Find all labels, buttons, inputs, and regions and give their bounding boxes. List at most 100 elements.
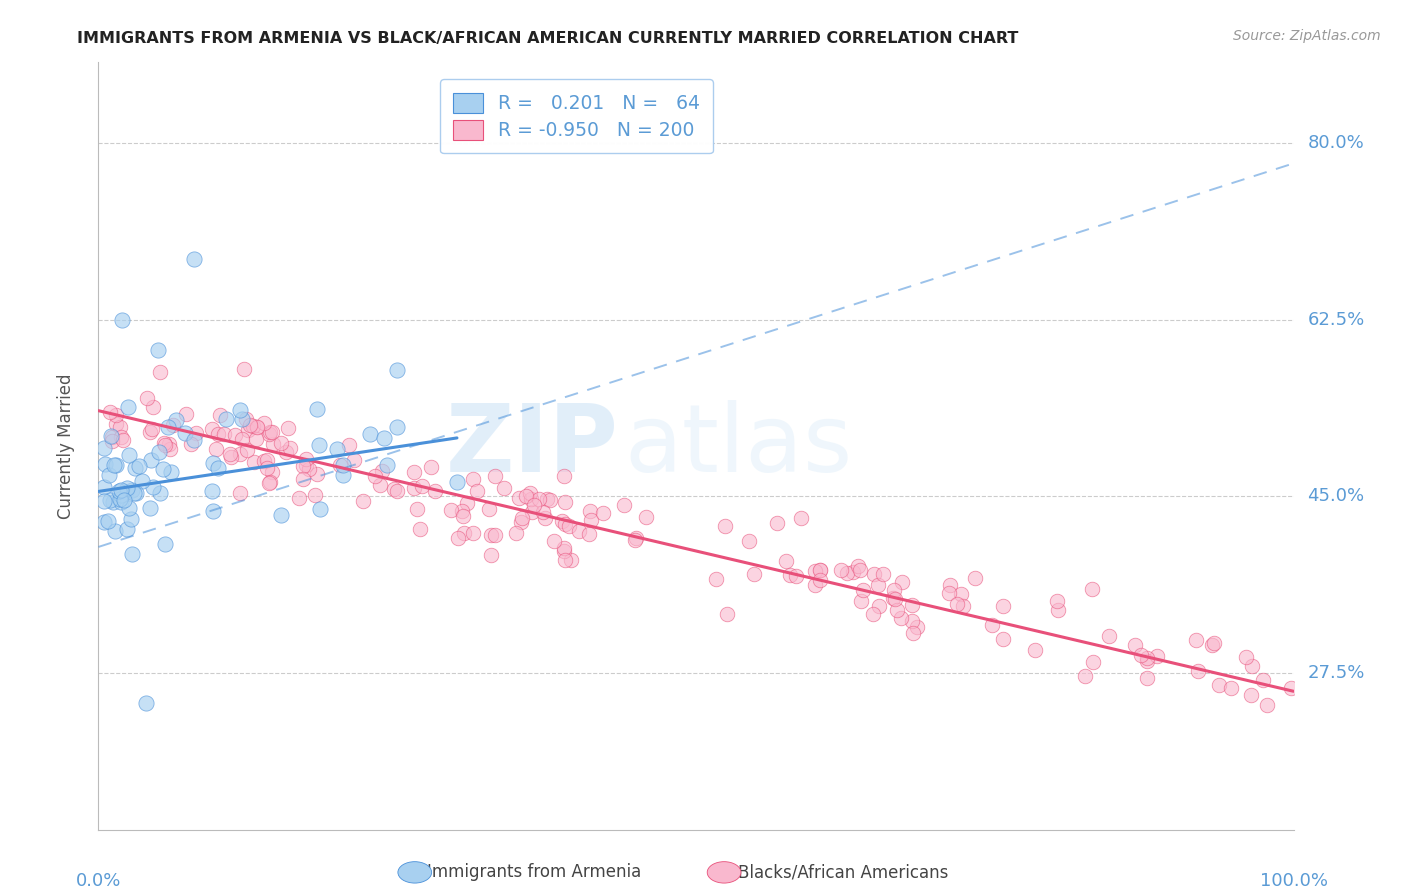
- Point: [508, 491, 530, 505]
- Point: [100, 405, 122, 419]
- Point: [1219, 681, 1241, 695]
- Text: 45.0%: 45.0%: [1308, 487, 1365, 506]
- Point: [1234, 649, 1257, 664]
- Point: [402, 465, 425, 479]
- Point: [104, 409, 127, 423]
- Point: [450, 504, 472, 518]
- Point: [231, 432, 253, 446]
- Point: [385, 420, 409, 434]
- Point: [121, 483, 143, 497]
- Text: atlas: atlas: [624, 400, 852, 492]
- Point: [554, 553, 576, 567]
- Point: [624, 531, 647, 545]
- Point: [842, 566, 865, 580]
- Text: 0.0%: 0.0%: [76, 871, 121, 889]
- Point: [551, 515, 574, 529]
- Point: [890, 574, 912, 589]
- Point: [105, 417, 128, 432]
- Point: [118, 500, 141, 515]
- Point: [262, 425, 284, 440]
- Point: [98, 493, 121, 508]
- Point: [1239, 688, 1261, 702]
- Point: [557, 519, 579, 533]
- Point: [139, 425, 162, 439]
- Point: [270, 436, 292, 450]
- Point: [117, 448, 139, 462]
- Point: [120, 512, 142, 526]
- Point: [808, 563, 831, 577]
- Point: [509, 515, 531, 529]
- Point: [207, 426, 229, 441]
- Point: [93, 493, 115, 508]
- Point: [253, 454, 276, 468]
- Point: [298, 461, 321, 475]
- Point: [332, 468, 354, 483]
- Point: [112, 492, 135, 507]
- Point: [567, 524, 589, 538]
- Point: [101, 430, 124, 444]
- Point: [141, 453, 163, 467]
- Point: [94, 458, 117, 472]
- Point: [742, 566, 765, 581]
- Point: [110, 430, 132, 444]
- Point: [235, 412, 257, 426]
- Point: [332, 458, 354, 473]
- Point: [229, 447, 252, 461]
- Point: [117, 401, 139, 415]
- Point: [484, 468, 506, 483]
- Point: [256, 453, 278, 467]
- Point: [238, 423, 260, 437]
- Point: [229, 486, 252, 500]
- Point: [202, 504, 225, 518]
- Point: [461, 472, 484, 486]
- Point: [201, 422, 224, 436]
- Point: [453, 526, 475, 541]
- Point: [98, 468, 121, 483]
- Point: [404, 481, 426, 495]
- Point: [207, 461, 229, 475]
- Point: [108, 491, 131, 506]
- Point: [153, 435, 176, 450]
- Point: [138, 500, 160, 515]
- Point: [578, 526, 600, 541]
- Point: [103, 458, 125, 473]
- Point: [837, 566, 859, 580]
- Point: [112, 434, 135, 448]
- Point: [938, 586, 960, 600]
- Point: [423, 484, 446, 499]
- Point: [148, 444, 170, 458]
- Point: [224, 427, 246, 442]
- Point: [183, 433, 205, 447]
- Point: [152, 461, 174, 475]
- Point: [343, 453, 366, 467]
- Point: [716, 607, 738, 621]
- Point: [903, 626, 925, 640]
- Point: [115, 485, 138, 500]
- Point: [295, 452, 318, 467]
- Text: 80.0%: 80.0%: [1308, 134, 1364, 153]
- Point: [554, 494, 576, 508]
- Point: [122, 486, 145, 500]
- Point: [949, 587, 972, 601]
- Point: [520, 505, 543, 519]
- Point: [510, 511, 533, 525]
- Point: [93, 480, 115, 494]
- Point: [307, 467, 329, 482]
- Point: [901, 599, 924, 613]
- Point: [852, 582, 875, 597]
- Point: [159, 442, 181, 457]
- Point: [304, 488, 326, 502]
- Point: [883, 582, 905, 597]
- Point: [218, 447, 240, 461]
- Point: [245, 432, 267, 446]
- Point: [579, 513, 602, 527]
- Point: [135, 391, 157, 405]
- Point: [409, 522, 432, 536]
- Point: [478, 502, 501, 516]
- Point: [866, 577, 889, 591]
- Point: [135, 697, 157, 711]
- Point: [553, 544, 575, 558]
- Point: [108, 483, 131, 498]
- Text: 62.5%: 62.5%: [1308, 310, 1365, 329]
- Point: [307, 401, 329, 416]
